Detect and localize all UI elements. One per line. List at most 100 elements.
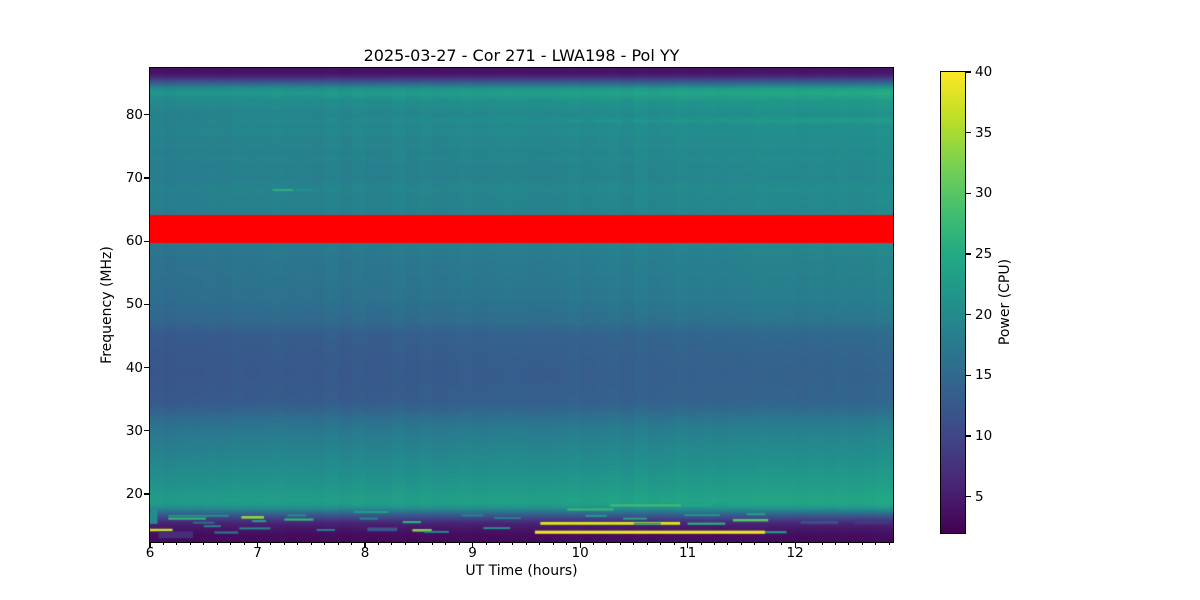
colorbar-tick-label: 15 — [975, 367, 993, 384]
x-tick-minor — [230, 542, 232, 546]
x-tick-minor — [216, 542, 218, 546]
x-tick-minor — [888, 542, 890, 546]
x-tick-minor — [270, 542, 272, 546]
y-tick-label: 50 — [125, 296, 143, 313]
x-tick-major — [256, 542, 259, 548]
x-tick-minor — [646, 542, 648, 546]
x-tick-minor — [485, 542, 487, 546]
y-tick-major — [143, 366, 150, 369]
y-tick-major — [143, 114, 150, 116]
x-tick-minor — [821, 542, 823, 546]
x-tick-minor — [673, 542, 675, 546]
colorbar-tick-label: 10 — [975, 427, 993, 444]
x-tick-minor — [848, 542, 850, 546]
x-axis-label: UT Time (hours) — [465, 563, 578, 579]
x-tick-label: 11 — [679, 545, 697, 561]
colorbar-tick-label: 5 — [975, 488, 984, 505]
figure-title: 2025-03-27 - Cor 271 - LWA198 - Pol YY — [363, 46, 680, 65]
x-tick-label: 9 — [468, 545, 477, 561]
x-tick-minor — [498, 542, 500, 546]
x-tick-label: 7 — [253, 545, 262, 561]
colorbar-tick — [966, 314, 971, 316]
colorbar-tick-label: 40 — [975, 64, 993, 80]
x-tick-label: 8 — [360, 545, 370, 561]
colorbar-tick — [966, 374, 971, 376]
colorbar-frame — [940, 71, 966, 534]
x-tick-minor — [714, 542, 715, 546]
x-tick-minor — [431, 542, 433, 546]
x-tick-minor — [539, 542, 541, 546]
x-tick-minor — [418, 542, 420, 546]
x-tick-minor — [203, 542, 205, 546]
y-tick-major — [143, 240, 150, 242]
x-tick-minor — [834, 542, 836, 546]
y-tick-major — [143, 430, 150, 432]
y-tick-label: 80 — [125, 106, 143, 123]
y-tick-label: 60 — [125, 233, 143, 250]
x-tick-minor — [566, 542, 568, 546]
x-tick-minor — [727, 542, 729, 546]
x-tick-minor — [512, 542, 514, 546]
colorbar-tick — [966, 192, 971, 194]
colorbar-tick-label: 25 — [975, 245, 993, 262]
x-tick-major — [794, 542, 796, 548]
x-tick-minor — [377, 542, 379, 546]
x-tick-minor — [445, 542, 447, 546]
x-tick-minor — [808, 542, 810, 546]
x-tick-minor — [606, 542, 608, 546]
x-tick-minor — [243, 542, 245, 546]
x-tick-minor — [660, 542, 662, 546]
colorbar-tick-label: 20 — [975, 306, 993, 323]
x-tick-minor — [297, 542, 299, 546]
x-tick-minor — [593, 542, 595, 546]
x-tick-minor — [404, 542, 406, 546]
y-tick-major — [143, 493, 150, 495]
colorbar-tick-label: 30 — [975, 185, 993, 202]
x-tick-minor — [740, 542, 742, 546]
colorbar-gradient — [941, 72, 965, 533]
x-tick-label: 6 — [145, 545, 155, 561]
y-axis-label: Frequency (MHz) — [99, 246, 115, 364]
y-tick-label: 40 — [125, 359, 143, 376]
x-tick-minor — [162, 542, 164, 546]
x-tick-major — [579, 542, 581, 548]
x-tick-minor — [337, 542, 339, 546]
x-tick-label: 12 — [786, 545, 804, 561]
colorbar-tick-label: 35 — [975, 124, 993, 141]
colorbar-tick — [966, 132, 971, 134]
colorbar-tick — [966, 435, 971, 437]
x-tick-major — [471, 542, 474, 548]
colorbar-tick — [966, 253, 971, 255]
x-tick-minor — [310, 542, 312, 546]
colorbar-label: Power (CPU) — [997, 258, 1013, 346]
x-tick-minor — [767, 542, 769, 546]
x-tick-minor — [552, 542, 554, 546]
x-tick-minor — [324, 542, 326, 546]
x-tick-minor — [781, 542, 783, 546]
y-tick-label: 30 — [125, 422, 143, 439]
y-tick-major — [143, 177, 150, 179]
plot-frame — [149, 67, 894, 543]
y-tick-label: 20 — [125, 485, 143, 502]
x-tick-major — [149, 542, 151, 548]
x-tick-major — [687, 542, 689, 548]
x-tick-major — [364, 542, 366, 548]
x-tick-minor — [283, 542, 285, 546]
x-tick-minor — [875, 542, 877, 546]
colorbar-tick — [966, 496, 971, 498]
x-tick-minor — [700, 542, 702, 546]
x-tick-label: 10 — [571, 545, 589, 561]
x-tick-minor — [458, 542, 460, 546]
colorbar-tick — [966, 71, 971, 73]
x-tick-minor — [391, 542, 393, 546]
x-tick-minor — [176, 542, 178, 546]
y-tick-label: 70 — [125, 169, 143, 186]
x-tick-minor — [619, 542, 621, 546]
x-tick-minor — [525, 542, 527, 546]
x-tick-minor — [861, 542, 863, 546]
x-tick-minor — [189, 542, 191, 546]
x-tick-minor — [633, 542, 635, 546]
x-tick-minor — [351, 542, 353, 546]
y-tick-major — [143, 303, 150, 305]
